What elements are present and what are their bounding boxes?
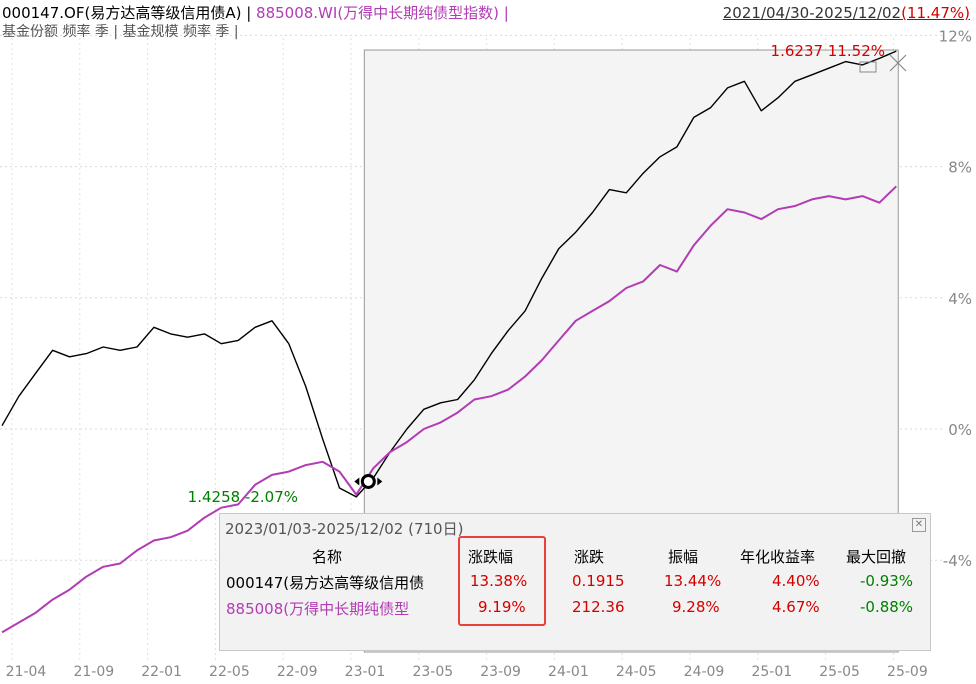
change-pct-highlight-box	[458, 536, 546, 626]
y-tick-label: -4%	[943, 552, 972, 570]
stats-row-name: 885008(万得中长期纯债型	[226, 600, 410, 618]
y-tick-label: 8%	[948, 159, 972, 177]
x-tick-label: 21-09	[73, 664, 114, 680]
legend-separator: |	[241, 4, 257, 22]
start-value-annotation: 1.4258 -2.07%	[188, 488, 298, 506]
x-tick-label: 25-01	[751, 664, 792, 680]
series-line-2	[1, 185, 897, 634]
y-tick-label: 12%	[939, 27, 972, 45]
col-header-max-drawdown: 最大回撤	[846, 548, 907, 566]
col-header-annualized-return: 年化收益率	[740, 548, 816, 566]
series2-legend-label[interactable]: 885008.WI(万得中长期纯债型指数)	[256, 4, 500, 22]
stats-row-name: 000147(易方达高等级信用债	[226, 574, 425, 592]
stats-cell: -0.93%	[860, 572, 914, 590]
stats-cell: 13.44%	[664, 572, 722, 590]
date-range-label[interactable]: 2021/04/30-2025/12/02(11.47%)	[723, 4, 970, 22]
stats-cell: -0.88%	[860, 598, 914, 616]
col-header-amplitude: 振幅	[668, 548, 699, 566]
x-tick-label: 23-09	[480, 664, 521, 680]
stats-cell: 4.67%	[772, 598, 820, 616]
x-tick-label: 22-09	[277, 664, 318, 680]
y-tick-label: 4%	[948, 290, 972, 308]
date-range-percent: (11.47%)	[901, 4, 970, 22]
x-tick-label: 25-09	[887, 664, 928, 680]
x-tick-label: 22-01	[141, 664, 182, 680]
stats-cell: 212.36	[572, 598, 625, 616]
x-tick-label: 24-09	[684, 664, 725, 680]
range-end-handle	[859, 61, 877, 73]
col-header-change: 涨跌	[574, 548, 605, 566]
y-tick-label: 0%	[948, 421, 972, 439]
stats-cell: 9.28%	[672, 598, 720, 616]
x-tick-label: 25-05	[819, 664, 860, 680]
interval-stats-panel: 2023/01/03-2025/12/02 (710日) ✕ 名称 涨跌幅 涨跌…	[219, 513, 931, 651]
date-range-text: 2021/04/30-2025/12/02	[722, 4, 902, 22]
col-header-name: 名称	[312, 548, 343, 566]
x-tick-label: 24-01	[548, 664, 589, 680]
stats-cell: 9.19%	[478, 598, 526, 616]
stats-panel-title: 2023/01/03-2025/12/02 (710日)	[225, 520, 464, 538]
series-line-1	[1, 50, 897, 498]
x-tick-label: 23-05	[412, 664, 453, 680]
x-tick-label: 23-01	[345, 664, 386, 680]
range-start-marker	[360, 473, 376, 489]
x-tick-label: 21-04	[6, 664, 47, 680]
end-value-annotation: 1.6237 11.52%	[771, 42, 885, 60]
range-end-marker	[889, 54, 907, 72]
stats-cell: 13.38%	[470, 572, 528, 590]
stats-cell: 4.40%	[772, 572, 820, 590]
x-tick-label: 24-05	[616, 664, 657, 680]
col-header-change-pct: 涨跌幅	[468, 548, 514, 566]
series1-legend-label[interactable]: 000147.OF(易方达高等级信用债A)	[2, 4, 242, 22]
x-tick-label: 22-05	[209, 664, 250, 680]
legend-separator: |	[499, 4, 509, 22]
fund-share-scale-label[interactable]: 基金份额 频率 季 | 基金规模 频率 季 |	[2, 24, 239, 40]
close-icon[interactable]: ✕	[912, 518, 926, 532]
stats-cell: 0.1915	[572, 572, 625, 590]
series-legend: 000147.OF(易方达高等级信用债A) | 885008.WI(万得中长期纯…	[2, 4, 509, 22]
